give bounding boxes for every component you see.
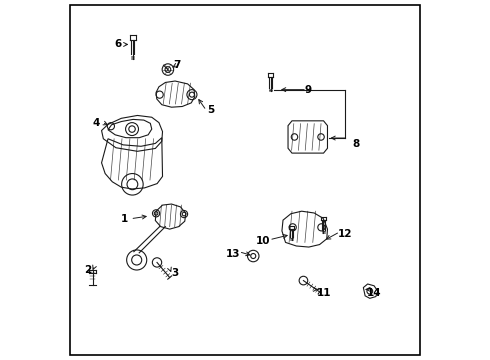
Text: 8: 8 — [353, 139, 360, 149]
Text: 1: 1 — [121, 215, 128, 224]
Text: 11: 11 — [317, 288, 331, 298]
Text: 9: 9 — [304, 85, 311, 95]
Text: 2: 2 — [84, 265, 92, 275]
Text: 5: 5 — [207, 105, 215, 115]
Text: 6: 6 — [114, 39, 122, 49]
Text: 10: 10 — [256, 236, 270, 246]
Text: 14: 14 — [367, 288, 382, 298]
Text: 7: 7 — [173, 60, 181, 70]
Text: 3: 3 — [172, 268, 179, 278]
Text: 4: 4 — [93, 118, 100, 128]
Text: 12: 12 — [338, 229, 353, 239]
Text: 13: 13 — [226, 248, 241, 258]
